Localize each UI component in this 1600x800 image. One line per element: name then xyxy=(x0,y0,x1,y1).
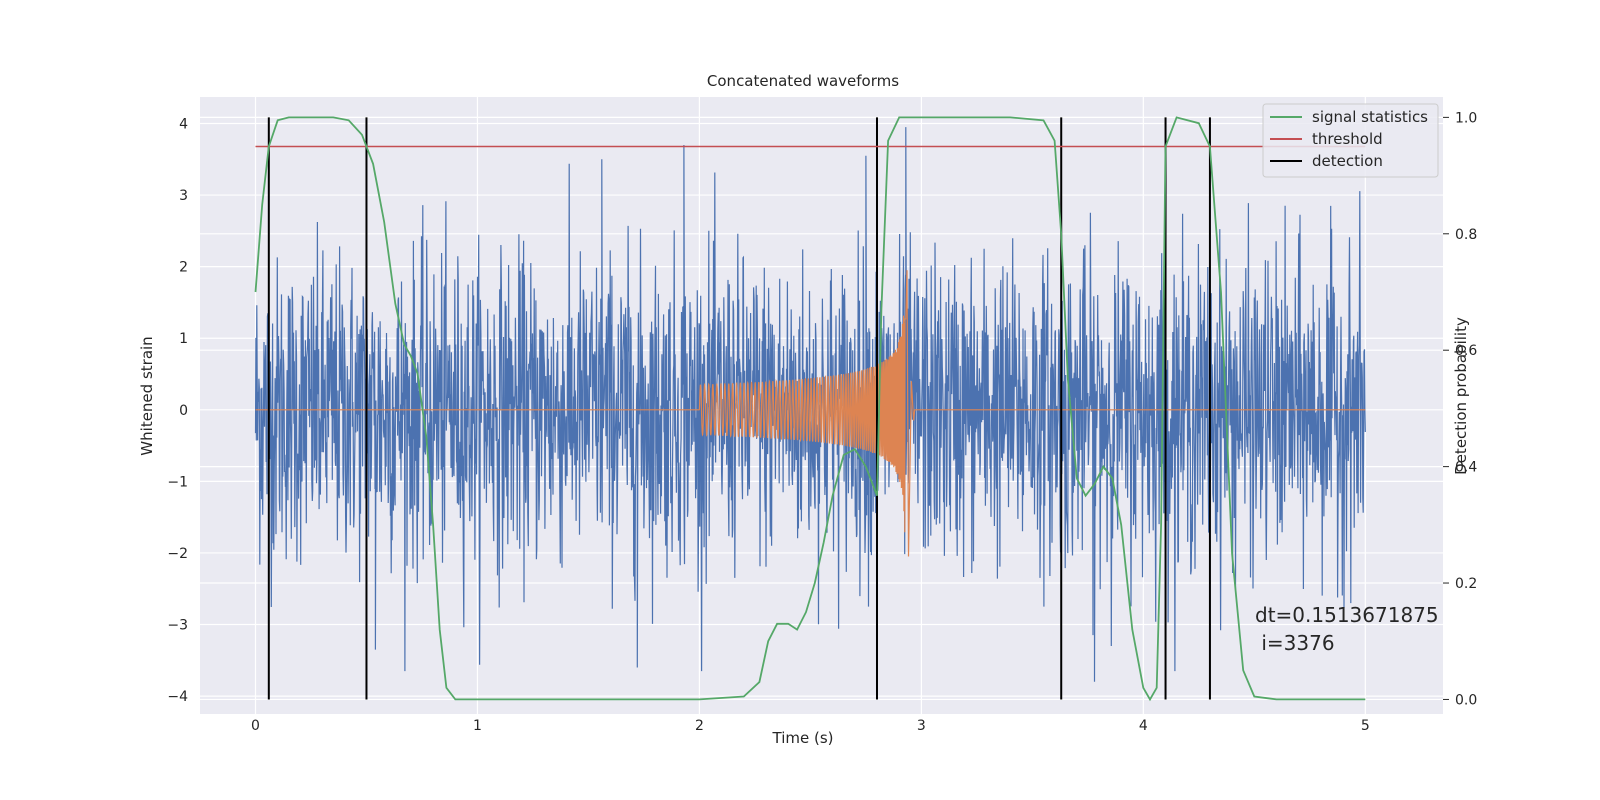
y2-tick-label: 0.2 xyxy=(1455,576,1477,592)
y2-tick-label: 1.0 xyxy=(1455,110,1477,126)
y-tick-label: 3 xyxy=(179,188,188,204)
y-tick-label: −2 xyxy=(167,546,188,562)
y-tick-label: 4 xyxy=(179,116,188,132)
injected-chirp-line xyxy=(255,270,1366,557)
y-tick-label: 0 xyxy=(179,403,188,419)
y-axis-label: Whitened strain xyxy=(138,336,156,455)
legend-box xyxy=(1262,103,1439,178)
x-axis-label: Time (s) xyxy=(772,729,834,747)
x-tick-label: 1 xyxy=(473,718,482,734)
annotation-i: i=3376 xyxy=(1255,631,1335,655)
chart-title: Concatenated waveforms xyxy=(707,72,899,90)
legend: signal statistics threshold detection xyxy=(1262,103,1439,178)
y-tick-label: 1 xyxy=(179,331,188,347)
y-tick-label: 2 xyxy=(179,260,188,276)
x-tick-label: 5 xyxy=(1361,718,1370,734)
x-tick-label: 3 xyxy=(917,718,926,734)
plot-contents xyxy=(254,116,1366,702)
y-axis-ticks: −4 −3 −2 −1 0 1 2 3 4 xyxy=(167,116,188,705)
y-tick-label: −3 xyxy=(167,618,188,634)
legend-label-signal-statistics: signal statistics xyxy=(1312,108,1428,126)
x-axis-ticks: 0 1 2 3 4 5 xyxy=(251,718,1370,734)
y-tick-label: −4 xyxy=(167,689,188,705)
legend-label-threshold: threshold xyxy=(1312,130,1383,148)
y2-tick-label: 0.0 xyxy=(1455,692,1477,708)
y2-tick-label: 0.4 xyxy=(1455,460,1477,476)
legend-label-detection: detection xyxy=(1312,152,1383,170)
signal-statistics-line xyxy=(254,116,1366,702)
detection-lines xyxy=(267,117,1211,700)
y2-axis-ticks: 0.0 0.2 0.4 0.6 0.8 1.0 xyxy=(1443,110,1477,708)
x-tick-label: 2 xyxy=(695,718,704,734)
x-tick-label: 0 xyxy=(251,718,260,734)
annotation-dt: dt=0.1513671875 xyxy=(1255,603,1439,627)
y2-tick-label: 0.6 xyxy=(1455,343,1477,359)
x-tick-label: 4 xyxy=(1139,718,1148,734)
y2-axis-label: Detection probability xyxy=(1452,317,1470,475)
y-tick-label: −1 xyxy=(167,474,188,490)
y2-tick-label: 0.8 xyxy=(1455,227,1477,243)
